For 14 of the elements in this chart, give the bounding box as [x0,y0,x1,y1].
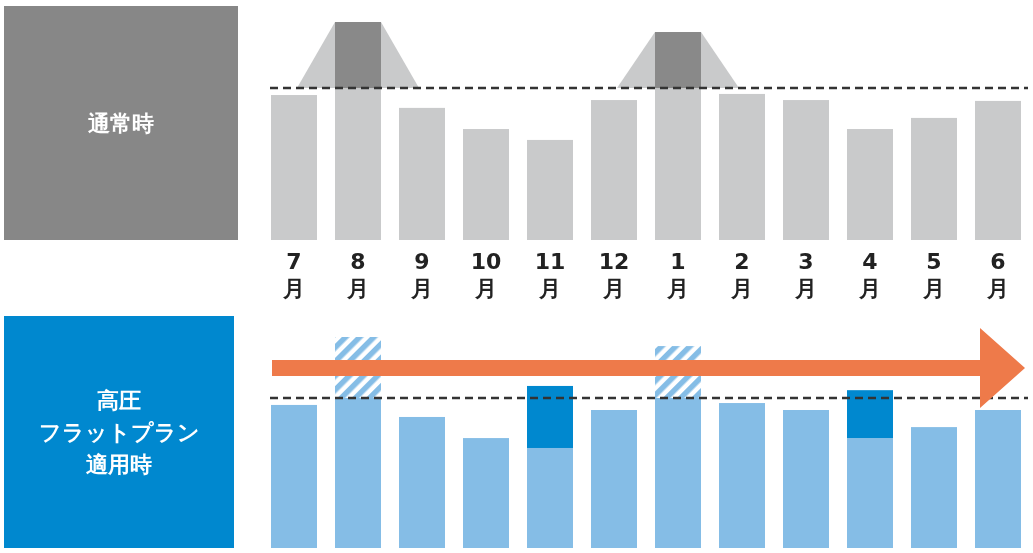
x-tick: 8月 [346,248,370,302]
x-tick: 1月 [666,248,690,302]
x-tick: 3月 [794,248,818,302]
x-tick: 9月 [410,248,434,302]
x-tick: 5月 [922,248,946,302]
x-tick: 2月 [730,248,754,302]
x-tick: 10月 [469,248,503,302]
x-tick: 11月 [533,248,567,302]
x-tick: 6月 [986,248,1010,302]
x-tick: 7月 [282,248,306,302]
title: 通常時 [88,111,154,136]
x-tick: 4月 [858,248,882,302]
x-tick: 12月 [597,248,631,302]
title: 高圧フラットプラン適用時 [38,388,200,477]
